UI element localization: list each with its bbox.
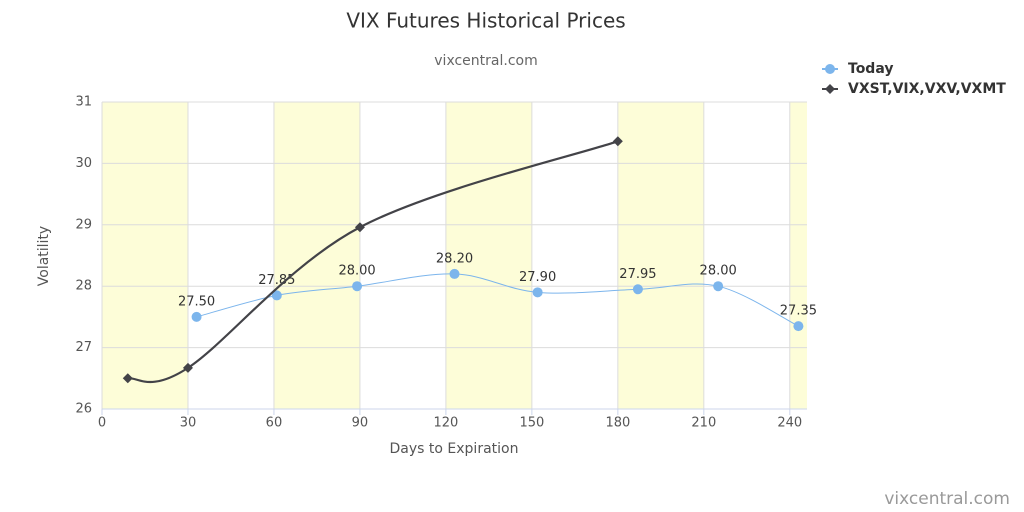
plot-band bbox=[617, 102, 704, 409]
x-tick-label: 210 bbox=[691, 416, 716, 431]
point bbox=[354, 222, 365, 233]
x-tick-label: 180 bbox=[605, 416, 630, 431]
x-tick-label: 240 bbox=[777, 416, 802, 431]
chart-title: VIX Futures Historical Prices bbox=[346, 9, 625, 33]
point bbox=[271, 290, 282, 301]
point bbox=[352, 281, 363, 292]
point bbox=[632, 284, 643, 295]
data-label: 27.95 bbox=[619, 267, 656, 282]
legend-marker bbox=[825, 64, 835, 74]
data-label: 27.50 bbox=[178, 294, 215, 309]
y-tick-label: 27 bbox=[75, 340, 92, 355]
y-tick-label: 26 bbox=[75, 402, 92, 417]
y-tick-label: 31 bbox=[75, 95, 92, 110]
plot-band bbox=[789, 102, 807, 409]
point bbox=[122, 373, 133, 384]
credit: vixcentral.com bbox=[884, 489, 1010, 509]
data-label: 28.00 bbox=[700, 264, 737, 279]
legend-label: Today bbox=[848, 61, 893, 77]
x-tick-label: 0 bbox=[98, 416, 106, 431]
point bbox=[449, 268, 460, 279]
point bbox=[612, 136, 623, 147]
y-tick-label: 28 bbox=[75, 279, 92, 294]
point bbox=[191, 311, 202, 322]
x-tick-label: 60 bbox=[266, 416, 283, 431]
data-label: 27.90 bbox=[519, 270, 556, 285]
x-tick-label: 120 bbox=[433, 416, 458, 431]
series-line bbox=[127, 140, 619, 384]
y-tick-label: 30 bbox=[75, 156, 92, 171]
point bbox=[182, 362, 193, 373]
data-label: 27.85 bbox=[258, 273, 295, 288]
point bbox=[532, 287, 543, 298]
y-tick-label: 29 bbox=[75, 217, 92, 232]
data-label: 28.20 bbox=[436, 251, 473, 266]
plot-band bbox=[445, 102, 532, 409]
plot-band bbox=[102, 102, 188, 409]
legend-marker bbox=[825, 84, 835, 94]
x-tick-label: 90 bbox=[352, 416, 369, 431]
series-line bbox=[196, 273, 799, 327]
point bbox=[713, 281, 724, 292]
data-label: 28.00 bbox=[338, 264, 375, 279]
chart-subtitle: vixcentral.com bbox=[434, 53, 537, 69]
x-tick-label: 30 bbox=[180, 416, 197, 431]
x-axis-label: Days to Expiration bbox=[390, 441, 519, 457]
point bbox=[793, 321, 804, 332]
data-label: 27.35 bbox=[780, 304, 817, 319]
y-axis-label: Volatility bbox=[36, 226, 52, 286]
x-tick-label: 150 bbox=[519, 416, 544, 431]
legend-label: VXST,VIX,VXV,VXMT bbox=[848, 81, 1006, 97]
